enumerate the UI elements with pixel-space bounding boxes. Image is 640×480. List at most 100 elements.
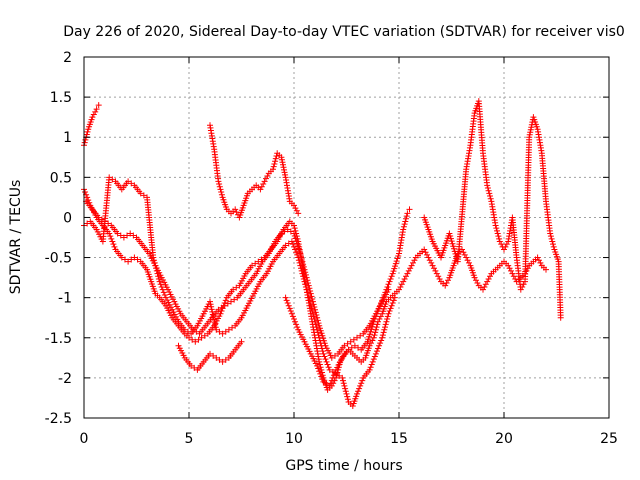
data-point — [309, 296, 316, 303]
data-point — [317, 327, 324, 334]
data-point — [213, 354, 220, 361]
data-point — [322, 356, 329, 363]
data-point — [304, 277, 311, 284]
data-point — [284, 226, 291, 233]
data-point — [108, 235, 115, 242]
data-point — [519, 283, 526, 290]
data-point — [291, 230, 297, 237]
data-point — [310, 313, 317, 320]
data-point — [501, 246, 507, 253]
data-point — [215, 306, 222, 313]
data-point — [547, 233, 554, 240]
data-point — [83, 131, 90, 138]
data-point — [528, 124, 535, 131]
data-point — [370, 318, 377, 325]
data-point — [118, 254, 125, 261]
data-point — [383, 286, 390, 293]
data-point — [392, 260, 399, 267]
data-point — [125, 178, 132, 185]
y-tick-label: -1.5 — [45, 331, 72, 347]
data-point — [296, 259, 303, 266]
data-point — [293, 207, 300, 214]
data-point — [309, 298, 316, 305]
data-point — [320, 378, 327, 385]
data-point — [336, 372, 343, 379]
data-point — [260, 181, 267, 188]
data-point — [296, 248, 303, 255]
data-point — [307, 300, 314, 307]
data-point — [281, 228, 288, 235]
data-point — [188, 362, 195, 369]
data-point — [351, 342, 358, 349]
data-point — [190, 326, 197, 333]
data-point — [344, 393, 351, 400]
data-point — [380, 329, 387, 336]
data-point — [496, 238, 503, 245]
data-point — [320, 337, 327, 344]
data-point — [284, 300, 291, 307]
data-point — [402, 218, 409, 225]
data-point — [317, 370, 324, 377]
data-point — [233, 209, 240, 216]
data-point — [466, 259, 472, 266]
data-point — [341, 382, 348, 389]
data-point — [309, 310, 316, 317]
data-point — [485, 275, 492, 282]
data-point — [474, 279, 481, 286]
data-point — [278, 156, 285, 163]
data-point — [82, 136, 89, 143]
x-axis-label: GPS time / hours — [285, 458, 402, 474]
data-point — [215, 178, 222, 185]
data-point — [484, 278, 491, 285]
data-point — [319, 348, 326, 355]
data-point — [375, 308, 381, 315]
data-point — [338, 356, 345, 363]
data-point — [550, 241, 556, 248]
data-point — [344, 396, 351, 403]
data-point — [503, 241, 510, 248]
data-point — [328, 354, 335, 361]
y-tick-label: 1.5 — [50, 90, 72, 106]
data-point — [316, 368, 323, 375]
data-point — [371, 353, 378, 360]
data-point — [480, 286, 486, 293]
data-point — [385, 281, 392, 288]
data-point — [354, 390, 360, 397]
data-point — [231, 296, 238, 303]
data-point — [313, 312, 320, 319]
data-point — [390, 268, 397, 275]
data-point — [228, 298, 234, 305]
x-tick-label: 20 — [495, 431, 513, 447]
data-point — [294, 240, 301, 247]
data-point — [198, 334, 205, 341]
data-point — [294, 243, 301, 250]
data-point — [308, 293, 315, 300]
data-point — [208, 306, 215, 313]
data-point — [449, 240, 456, 247]
data-point — [258, 183, 265, 190]
data-point — [233, 284, 240, 291]
data-point — [211, 319, 218, 326]
data-point — [429, 262, 436, 269]
data-point — [377, 302, 384, 309]
data-point — [348, 344, 355, 351]
data-point — [447, 233, 454, 240]
data-point — [320, 335, 327, 342]
data-point — [221, 302, 228, 309]
data-point — [526, 134, 533, 141]
data-point — [397, 283, 404, 290]
y-tick-label: -2.5 — [45, 411, 72, 427]
data-point — [307, 290, 314, 297]
data-point — [386, 278, 393, 285]
data-point — [311, 316, 318, 323]
data-point — [321, 353, 328, 360]
data-point — [461, 251, 468, 258]
data-point — [471, 274, 478, 281]
data-point — [130, 232, 137, 239]
data-point — [485, 187, 492, 194]
data-point — [508, 267, 514, 274]
data-point — [288, 310, 295, 317]
data-point — [314, 314, 321, 321]
data-point — [358, 380, 365, 387]
